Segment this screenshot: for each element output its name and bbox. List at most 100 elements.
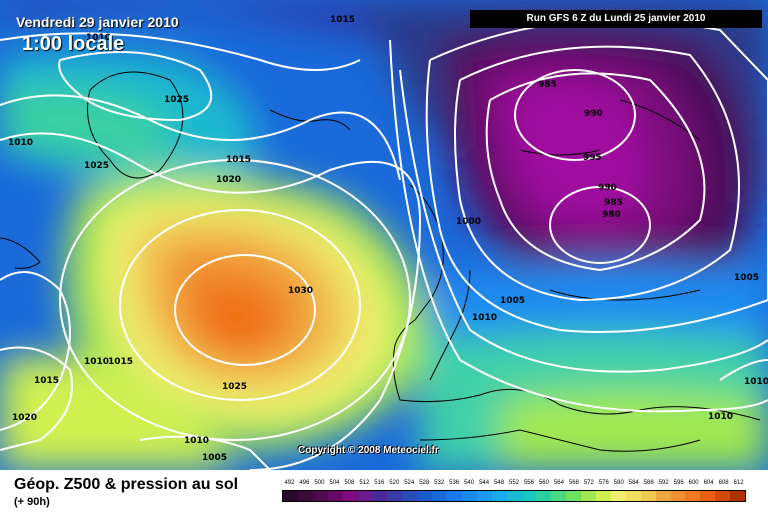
scale-value: 560 <box>538 480 549 486</box>
scale-swatch <box>312 491 328 501</box>
isobar-label: 1015 <box>34 376 59 386</box>
coastlines <box>0 71 761 452</box>
scale-swatch <box>342 491 358 501</box>
scale-swatch <box>640 491 656 501</box>
isobar-label: 1020 <box>216 175 241 185</box>
scale-swatch <box>432 491 447 501</box>
scale-value: 528 <box>419 480 430 486</box>
scale-value: 520 <box>389 480 400 486</box>
scale-swatch <box>685 491 701 501</box>
scale-swatch <box>536 491 552 501</box>
legend-bar: Géop. Z500 & pression au sol (+ 90h) 492… <box>0 470 768 512</box>
scale-value: 612 <box>733 480 744 486</box>
isobar-label: 1005 <box>734 273 759 283</box>
scale-swatch <box>715 491 731 501</box>
scale-swatch <box>566 491 582 501</box>
isobar-label: 995 <box>583 153 602 163</box>
isobar-label: 1030 <box>288 286 313 296</box>
isobar-label: 1000 <box>456 217 481 227</box>
scale-swatch <box>357 491 373 501</box>
isobar-label: 985 <box>538 80 557 90</box>
forecast-hour: (+ 90h) <box>14 496 50 508</box>
scale-value: 600 <box>688 480 699 486</box>
geopotential-field <box>0 0 768 470</box>
isobar-label: 1015 <box>108 357 133 367</box>
scale-swatch <box>596 491 611 501</box>
isobar-label: 1010 <box>472 313 497 323</box>
isobar-label: 1025 <box>222 382 247 392</box>
scale-value: 568 <box>568 480 579 486</box>
scale-swatch <box>372 491 388 501</box>
scale-value: 504 <box>329 480 340 486</box>
isobar-label: 1015 <box>226 155 251 165</box>
scale-value: 576 <box>598 480 609 486</box>
scale-value: 544 <box>479 480 490 486</box>
scale-swatch <box>417 491 433 501</box>
isobar-label: 1025 <box>164 95 189 105</box>
scale-swatch <box>446 491 462 501</box>
isobar-label: 1010 <box>84 357 109 367</box>
scale-swatch <box>283 491 298 501</box>
scale-value: 500 <box>314 480 325 486</box>
run-info: Run GFS 6 Z du Lundi 25 janvier 2010 <box>470 10 762 28</box>
scale-swatch <box>327 491 343 501</box>
scale-value: 536 <box>449 480 460 486</box>
isobar-label: 990 <box>584 109 603 119</box>
scale-swatch <box>402 491 418 501</box>
scale-value: 524 <box>404 480 415 486</box>
scale-swatch <box>461 491 477 501</box>
scale-value: 572 <box>583 480 594 486</box>
scale-swatch <box>506 491 522 501</box>
scale-swatch <box>491 491 507 501</box>
scale-value: 540 <box>464 480 475 486</box>
scale-swatch <box>551 491 567 501</box>
scale-value: 556 <box>523 480 534 486</box>
isobar-label: 1010 <box>708 412 733 422</box>
isobar-label: 1005 <box>202 453 227 463</box>
scale-value: 548 <box>494 480 505 486</box>
legend-title: Géop. Z500 & pression au sol <box>14 476 239 493</box>
scale-value: 512 <box>359 480 370 486</box>
scale-swatch <box>625 491 641 501</box>
scale-value: 564 <box>553 480 564 486</box>
scale-swatch <box>655 491 671 501</box>
scale-value: 604 <box>703 480 714 486</box>
isobar-label: 1025 <box>84 161 109 171</box>
scale-value: 532 <box>434 480 445 486</box>
isobar-label: 980 <box>602 210 621 220</box>
valid-date: Vendredi 29 janvier 2010 <box>16 14 179 30</box>
isobar-label: 1010 <box>184 436 209 446</box>
scale-value: 496 <box>299 480 310 486</box>
scale-swatch <box>297 491 313 501</box>
isobar-label: 1010 <box>86 33 111 43</box>
scale-swatch <box>730 491 746 501</box>
scale-swatch <box>581 491 597 501</box>
isobar-label: 1010 <box>744 377 768 387</box>
weather-map: 1015 1010 1025 1010 1025 1015 1020 1030 … <box>0 0 768 470</box>
scale-value: 584 <box>628 480 639 486</box>
scale-value: 508 <box>344 480 355 486</box>
color-scale-labels: 492 496 500 504 508 512 516 520 524 528 532 536 540 5… <box>282 480 746 486</box>
isobars <box>0 19 768 470</box>
scale-swatch <box>476 491 492 501</box>
isobar-label: 1015 <box>330 15 355 25</box>
scale-swatch <box>387 491 403 501</box>
scale-swatch <box>700 491 716 501</box>
scale-value: 492 <box>284 480 295 486</box>
scale-value: 552 <box>509 480 520 486</box>
isobar-labels: 1015 1010 1025 1010 1025 1015 1020 1030 … <box>8 15 768 463</box>
copyright-notice: Copyright © 2008 Meteociel.fr <box>298 445 439 456</box>
color-scale <box>282 490 746 502</box>
scale-swatch <box>670 491 686 501</box>
valid-time: 1:00 locale <box>22 33 125 55</box>
scale-swatch <box>610 491 626 501</box>
isobar-label: 1020 <box>12 413 37 423</box>
scale-value: 592 <box>658 480 669 486</box>
isobar-label: 985 <box>604 198 623 208</box>
isobar-label: 1010 <box>8 138 33 148</box>
isobar-label: 1005 <box>500 296 525 306</box>
scale-value: 588 <box>643 480 654 486</box>
scale-swatch <box>521 491 537 501</box>
scale-value: 608 <box>718 480 729 486</box>
isobar-label: 990 <box>598 183 617 193</box>
